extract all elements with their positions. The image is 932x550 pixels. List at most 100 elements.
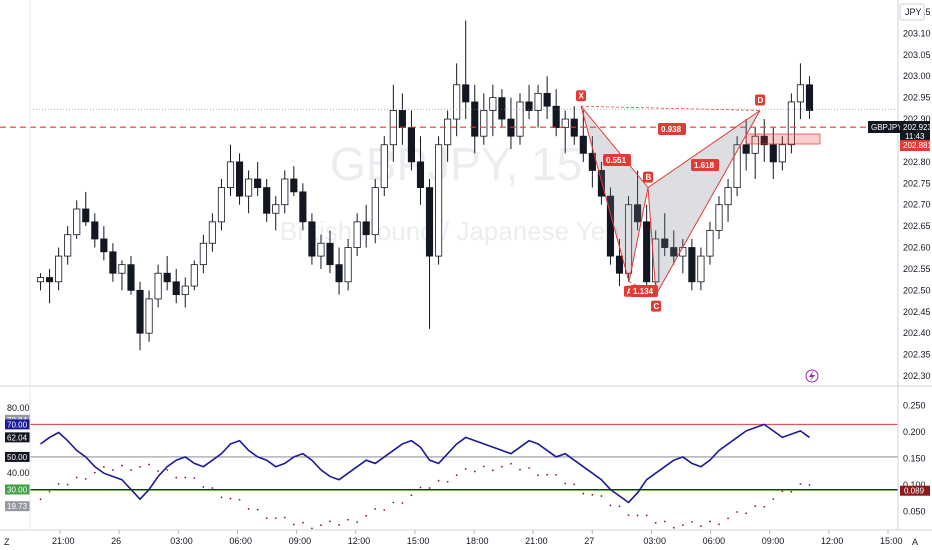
candle-body (254, 178, 262, 188)
indicator-dot (247, 508, 250, 510)
pattern-point-tag (576, 90, 586, 102)
rsi-level-tag (5, 501, 30, 512)
indicator-dot (609, 504, 612, 507)
time-tick-label: 12:00 (821, 536, 844, 546)
candle-body (697, 255, 705, 283)
candle-body (498, 97, 506, 120)
indicator-dot (654, 521, 657, 524)
price-tick-label: 202.50 (903, 285, 931, 295)
pattern-ratio-label: 0.551 (606, 156, 627, 165)
price-tick-label: 203.10 (903, 28, 931, 38)
candle-body (263, 187, 271, 214)
time-tick-label: 26 (111, 536, 121, 546)
indicator-dot (130, 469, 132, 471)
indicator-dot (663, 520, 666, 523)
indicator-dot (220, 496, 223, 499)
indicator-dot (745, 512, 748, 515)
rsi-level-tag (5, 419, 30, 430)
candle-body (480, 110, 488, 137)
indicator-dot (618, 505, 621, 508)
indicator-dot (591, 493, 594, 496)
indicator-tick-label: 0.100 (903, 480, 926, 490)
line-price-tag (900, 140, 930, 151)
price-tick-label: 202.45 (903, 307, 931, 317)
indicator-dot (555, 473, 558, 476)
candle-body (127, 264, 135, 291)
candle-body (706, 229, 714, 257)
indicator-dot (184, 476, 187, 479)
price-tick-label: 203.00 (903, 71, 931, 81)
indicator-dot (700, 525, 702, 527)
candle-body (462, 84, 470, 103)
candle-body (416, 161, 425, 188)
time-tick-label: 21:00 (525, 536, 548, 546)
rsi-level-label: 30.00 (7, 485, 28, 494)
indicator-dot (464, 468, 467, 470)
indicator-dot (672, 526, 675, 529)
indicator-dot (57, 482, 60, 485)
candle-body (489, 97, 497, 111)
candle-body (181, 285, 189, 296)
candle-body (471, 101, 479, 137)
candle-body (317, 242, 325, 257)
pattern-ratio-tag (658, 123, 686, 135)
candle-body (172, 281, 180, 296)
time-tick-label: 21:00 (52, 536, 75, 546)
rsi-axis-tick: 40.00 (7, 468, 30, 478)
indicator-dot (636, 514, 639, 517)
rsi-axis-tick: 80.00 (7, 403, 30, 413)
indicator-dot (519, 468, 521, 471)
indicator-dot (256, 508, 259, 511)
symbol-tag-label: GBPJPY (871, 123, 903, 132)
time-tick-label: 15:00 (407, 536, 430, 546)
indicator-dot (301, 521, 304, 524)
candle-body (724, 187, 732, 206)
currency-box[interactable] (899, 3, 925, 21)
indicator-dot (329, 520, 331, 523)
indicator-dot (564, 482, 567, 485)
corner-right-label[interactable]: A (912, 537, 918, 547)
pattern-point-tag (651, 300, 661, 312)
indicator-tick-label: 0.250 (903, 400, 926, 410)
time-tick-label: 15:00 (880, 536, 903, 546)
indicator-dot (157, 470, 160, 472)
indicator-dot (410, 494, 413, 497)
indicator-dot (455, 474, 458, 476)
candle-body (163, 272, 171, 283)
candle-body (73, 208, 81, 236)
candle-body (552, 105, 560, 129)
candle-body (715, 204, 723, 231)
pattern-ratio-label: 1.134 (633, 287, 654, 296)
candle-body (371, 187, 379, 236)
indicator-dot (772, 498, 775, 500)
candle-body (235, 161, 244, 197)
indicator-dot (582, 492, 585, 495)
candle-body (425, 187, 434, 257)
indicator-dot (365, 514, 368, 517)
time-tick-label: 18:00 (466, 536, 489, 546)
harmonic-pattern[interactable]: X A B C D 0.551 1.134 0.938 1.618 (576, 90, 821, 312)
corner-left-label[interactable]: Z (4, 537, 10, 547)
time-tick-label: 27 (584, 536, 594, 546)
time-tick-label: 12:00 (348, 536, 371, 546)
candle-body (272, 204, 280, 214)
pattern-point-label: A (627, 287, 633, 296)
rsi-level-tag (5, 432, 30, 443)
prz-zone (745, 133, 821, 145)
candle-body (380, 144, 388, 188)
indicator-dot (48, 490, 51, 493)
indicator-dot (166, 469, 169, 471)
indicator-dot (473, 470, 476, 473)
candle-body (453, 84, 461, 120)
pattern-ratio-label: 0.938 (661, 125, 682, 134)
candle-body (245, 178, 253, 197)
indicator-dot (75, 476, 78, 479)
price-tick-label: 202.30 (903, 371, 931, 381)
pattern-ratio-tag (630, 285, 658, 297)
candle-body (208, 221, 216, 244)
time-tick-label: 03:00 (643, 536, 666, 546)
pattern-point-label: B (646, 173, 652, 182)
candle-body (561, 118, 569, 129)
candle-body (335, 264, 343, 283)
